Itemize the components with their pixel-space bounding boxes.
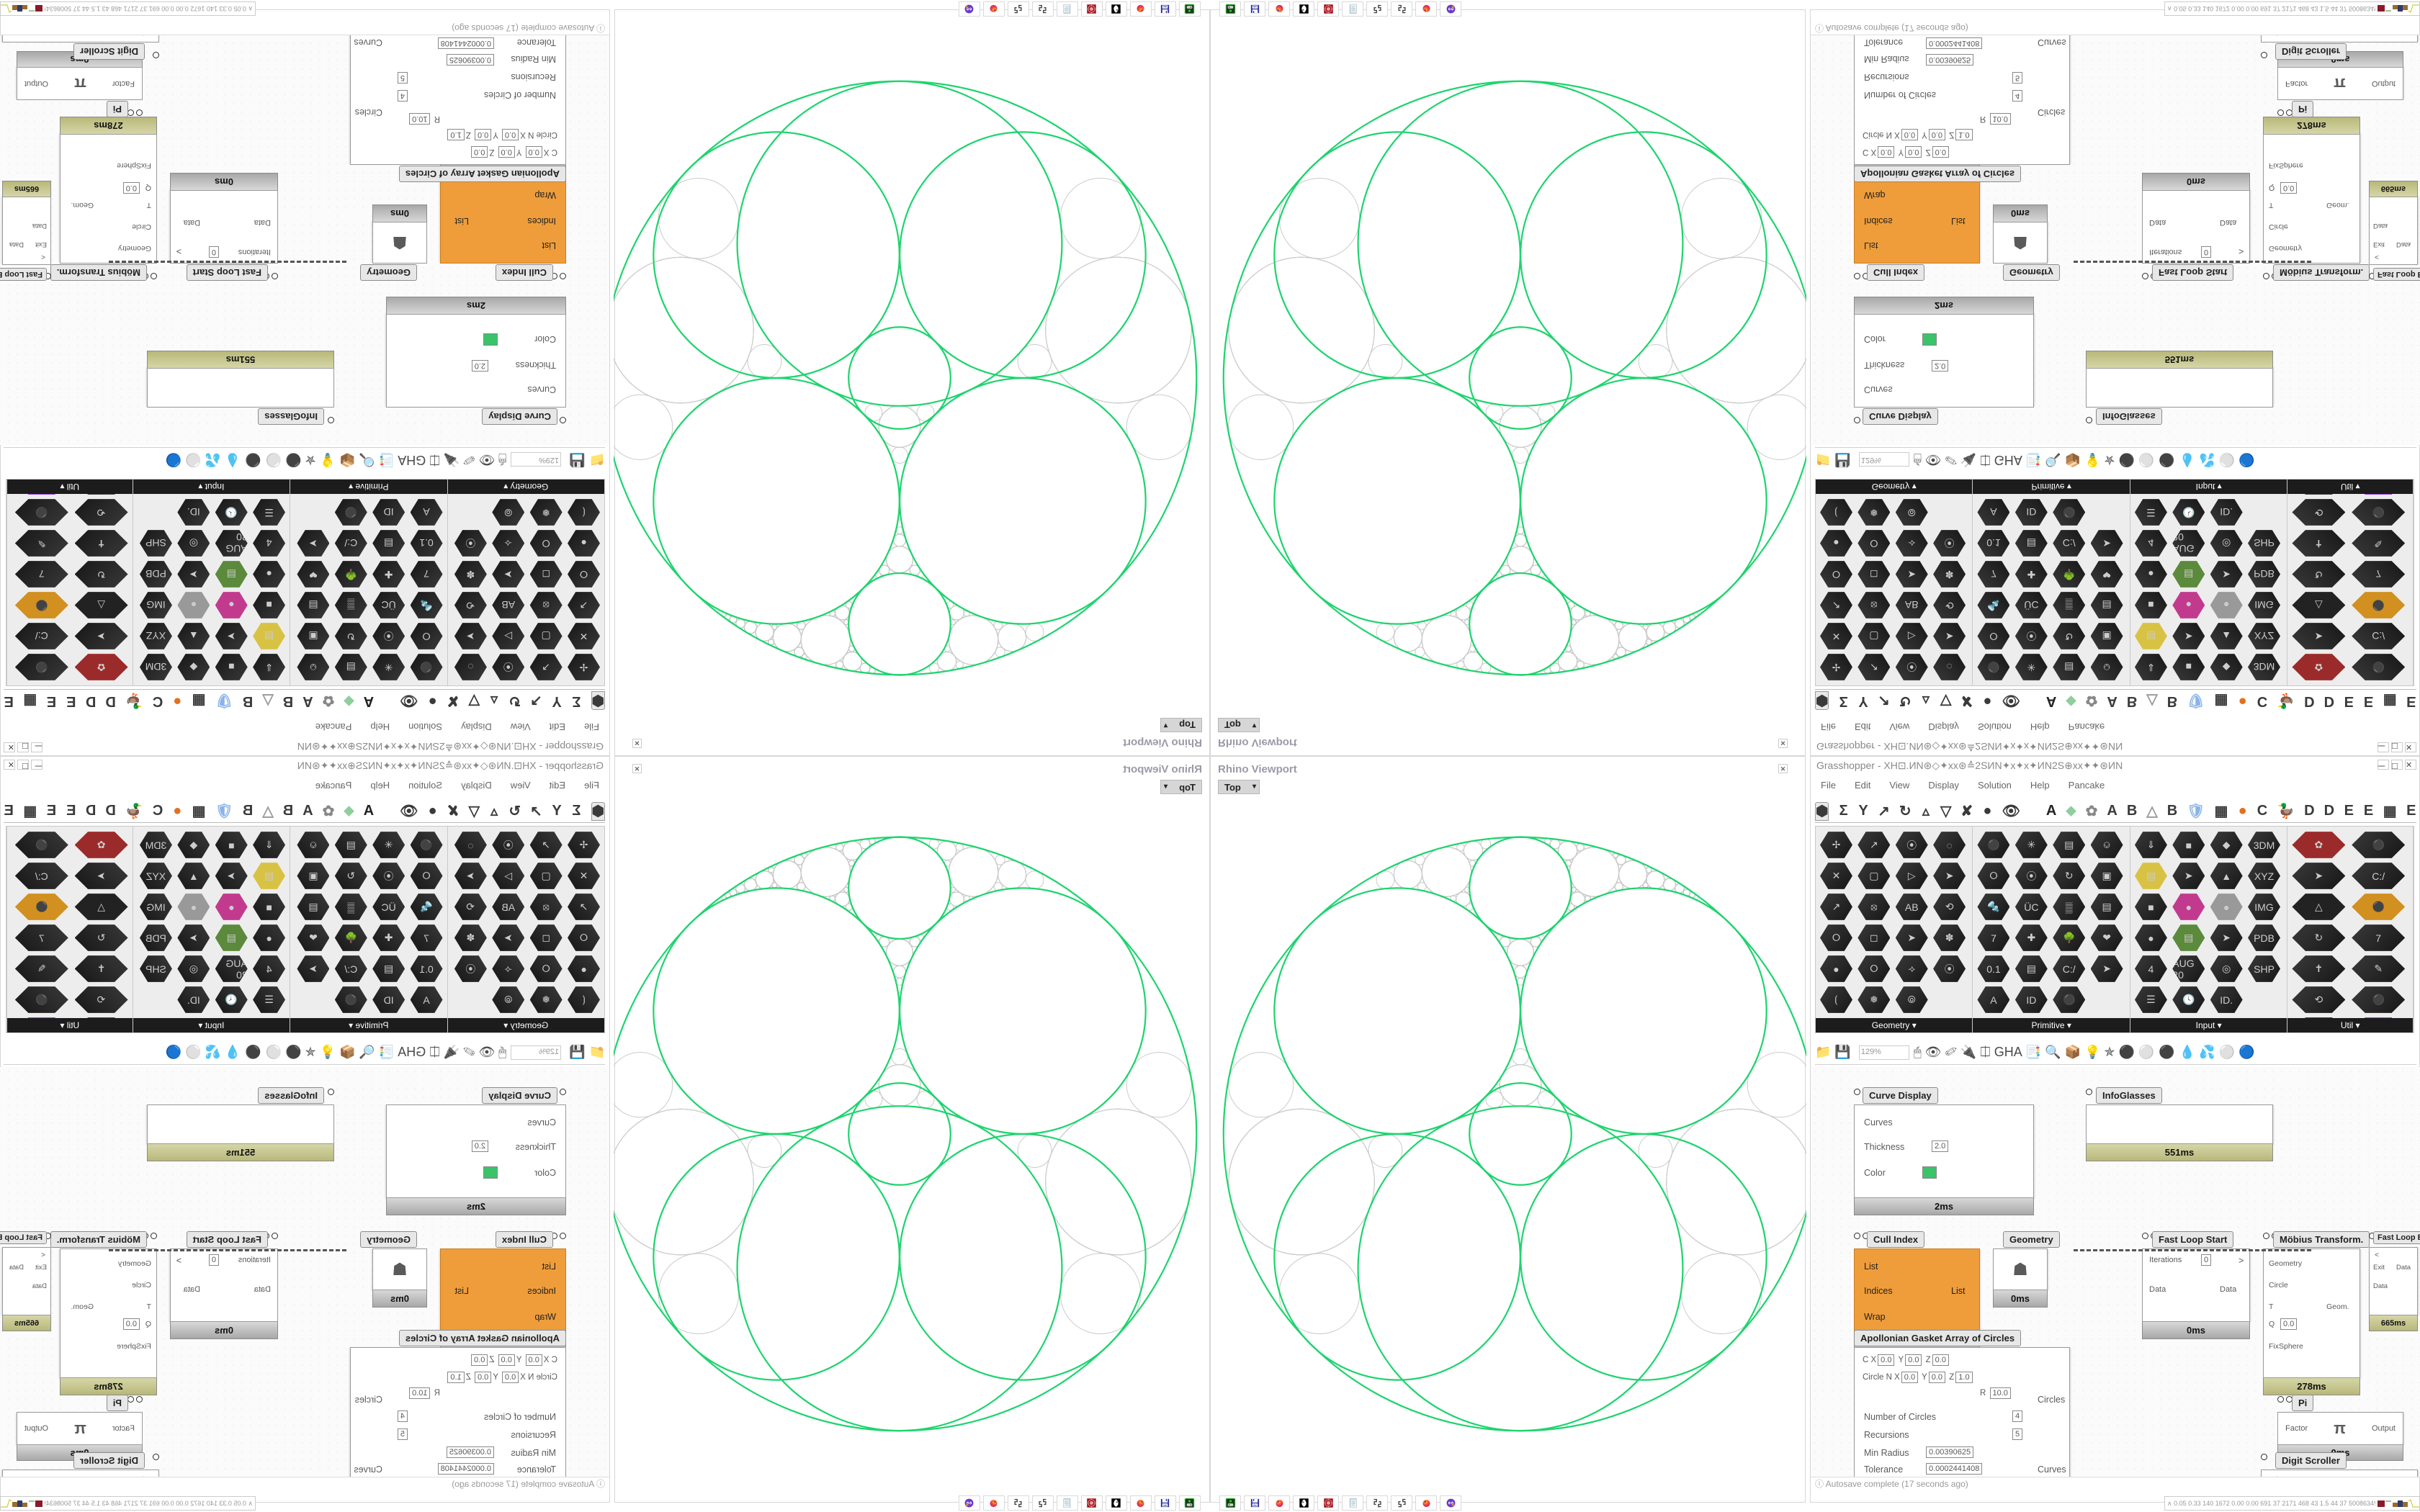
- svg-text:64: 64: [1163, 5, 1167, 9]
